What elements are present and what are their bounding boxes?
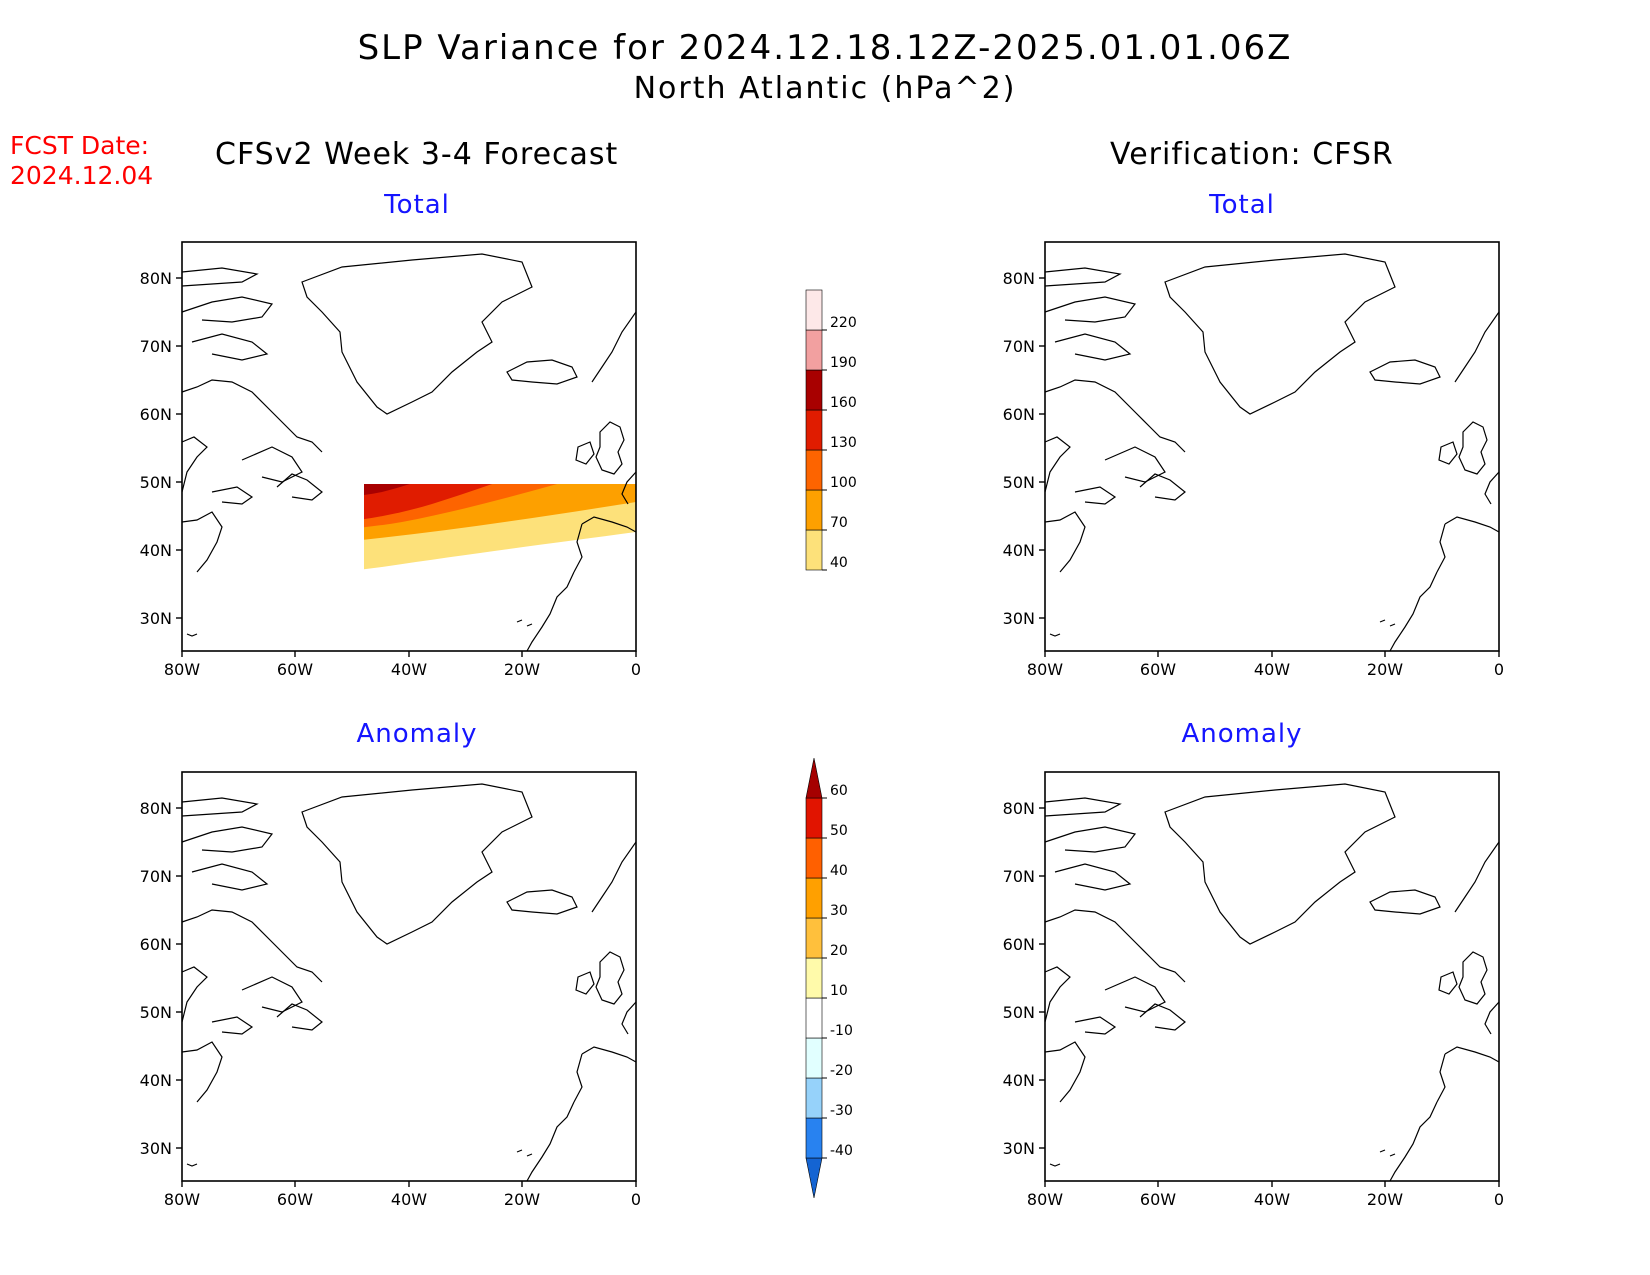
forecast-anomaly-title: Anomaly xyxy=(356,719,478,749)
lon-tick-label: 20W xyxy=(1367,1190,1403,1209)
lon-tick-label: 40W xyxy=(391,1190,427,1209)
colorbar-label: -20 xyxy=(830,1063,853,1079)
lat-tick-label: 40N xyxy=(1003,541,1035,560)
lon-tick-label: 80W xyxy=(1027,660,1063,679)
lat-tick-label: 80N xyxy=(140,799,172,818)
lon-tick-label: 0 xyxy=(631,1190,641,1209)
colorbar-label: 130 xyxy=(830,435,857,451)
main-subtitle: North Atlantic (hPa^2) xyxy=(633,71,1017,106)
main-title: SLP Variance for 2024.12.18.12Z-2025.01.… xyxy=(357,28,1293,68)
lon-tick-label: 0 xyxy=(1494,660,1504,679)
lat-tick-label: 50N xyxy=(1003,473,1035,492)
lon-tick-label: 60W xyxy=(277,1190,313,1209)
lat-tick-label: 70N xyxy=(140,337,172,356)
lat-tick-label: 50N xyxy=(140,1003,172,1022)
axis-labels: 80N 70N 60N 50N 40N 30N 80W 60W 40W 20W 0 80N 70N 60N… xyxy=(140,269,1504,1209)
colorbar-label: 40 xyxy=(830,863,848,879)
lat-tick-label: 70N xyxy=(140,867,172,886)
colorbar-segment xyxy=(805,1117,823,1159)
colorbar-segment xyxy=(805,837,823,879)
colorbar-label: -10 xyxy=(830,1023,853,1039)
verification-total-title: Total xyxy=(1209,190,1275,220)
colorbar-segment xyxy=(805,877,823,919)
colorbar-label: 190 xyxy=(830,355,857,371)
lon-tick-label: 80W xyxy=(164,1190,200,1209)
colorbar-label: 100 xyxy=(830,475,857,491)
colorbar-segment xyxy=(805,757,823,799)
fcst-date: 2024.12.04 xyxy=(10,161,154,190)
colorbar-segment xyxy=(805,797,823,839)
lat-tick-label: 60N xyxy=(140,405,172,424)
colorbar-label: 60 xyxy=(830,783,848,799)
forecast-total-map xyxy=(175,241,637,658)
lat-tick-label: 50N xyxy=(140,473,172,492)
lat-tick-label: 30N xyxy=(140,1139,172,1158)
forecast-anomaly-map xyxy=(175,771,637,1188)
lon-tick-label: 20W xyxy=(504,660,540,679)
lat-tick-label: 30N xyxy=(1003,609,1035,628)
colorbar-label: 50 xyxy=(830,823,848,839)
lon-tick-label: 40W xyxy=(1254,1190,1290,1209)
colorbar-segment xyxy=(805,449,823,491)
lat-tick-label: 50N xyxy=(1003,1003,1035,1022)
lat-tick-label: 60N xyxy=(140,935,172,954)
lon-tick-label: 60W xyxy=(1140,1190,1176,1209)
colorbar-segment xyxy=(805,1037,823,1079)
colorbar-label: -40 xyxy=(830,1143,853,1159)
colorbar-label: -30 xyxy=(830,1103,853,1119)
right-column-heading: Verification: CFSR xyxy=(1110,137,1394,172)
colorbar-label: 10 xyxy=(830,983,848,999)
left-column-heading: CFSv2 Week 3-4 Forecast xyxy=(215,137,619,172)
colorbar-segment xyxy=(805,529,823,571)
lon-tick-label: 40W xyxy=(1254,660,1290,679)
colorbar-segment xyxy=(805,917,823,959)
colorbar-segment xyxy=(805,329,823,371)
colorbar-label: 220 xyxy=(830,315,857,331)
verification-total-map xyxy=(1038,241,1500,658)
lon-tick-label: 0 xyxy=(1494,1190,1504,1209)
verification-anomaly-title: Anomaly xyxy=(1181,719,1303,749)
total-colorbar: 40 70 100 130 160 190 220 xyxy=(805,289,857,571)
colorbar-segment xyxy=(805,957,823,999)
lat-tick-label: 80N xyxy=(1003,269,1035,288)
anomaly-colorbar: -40 -30 -20 -10 10 20 30 40 50 60 xyxy=(805,757,853,1199)
lat-tick-label: 60N xyxy=(1003,405,1035,424)
colorbar-segment xyxy=(805,289,823,331)
lon-tick-label: 80W xyxy=(1027,1190,1063,1209)
lat-tick-label: 40N xyxy=(140,541,172,560)
lon-tick-label: 80W xyxy=(164,660,200,679)
colorbar-segment xyxy=(805,409,823,451)
lat-tick-label: 30N xyxy=(140,609,172,628)
colorbar-label: 20 xyxy=(830,943,848,959)
fcst-label: FCST Date: xyxy=(10,131,150,160)
lat-tick-label: 70N xyxy=(1003,337,1035,356)
lon-tick-label: 40W xyxy=(391,660,427,679)
lat-tick-label: 80N xyxy=(140,269,172,288)
lat-tick-label: 30N xyxy=(1003,1139,1035,1158)
colorbar-segment xyxy=(805,369,823,411)
lat-tick-label: 40N xyxy=(140,1071,172,1090)
forecast-total-title: Total xyxy=(384,190,450,220)
lat-tick-label: 60N xyxy=(1003,935,1035,954)
colorbar-label: 70 xyxy=(830,515,848,531)
lat-tick-label: 70N xyxy=(1003,867,1035,886)
verification-anomaly-map xyxy=(1038,771,1500,1188)
lon-tick-label: 0 xyxy=(631,660,641,679)
lon-tick-label: 60W xyxy=(277,660,313,679)
colorbar-label: 30 xyxy=(830,903,848,919)
lat-tick-label: 40N xyxy=(1003,1071,1035,1090)
colorbar-segment xyxy=(805,1157,823,1199)
colorbar-label: 40 xyxy=(830,555,848,571)
lon-tick-label: 20W xyxy=(1367,660,1403,679)
lon-tick-label: 60W xyxy=(1140,660,1176,679)
lat-tick-label: 80N xyxy=(1003,799,1035,818)
colorbar-label: 160 xyxy=(830,395,857,411)
colorbar-segment xyxy=(805,489,823,531)
colorbar-segment xyxy=(805,997,823,1039)
colorbar-segment xyxy=(805,1077,823,1119)
lon-tick-label: 20W xyxy=(504,1190,540,1209)
